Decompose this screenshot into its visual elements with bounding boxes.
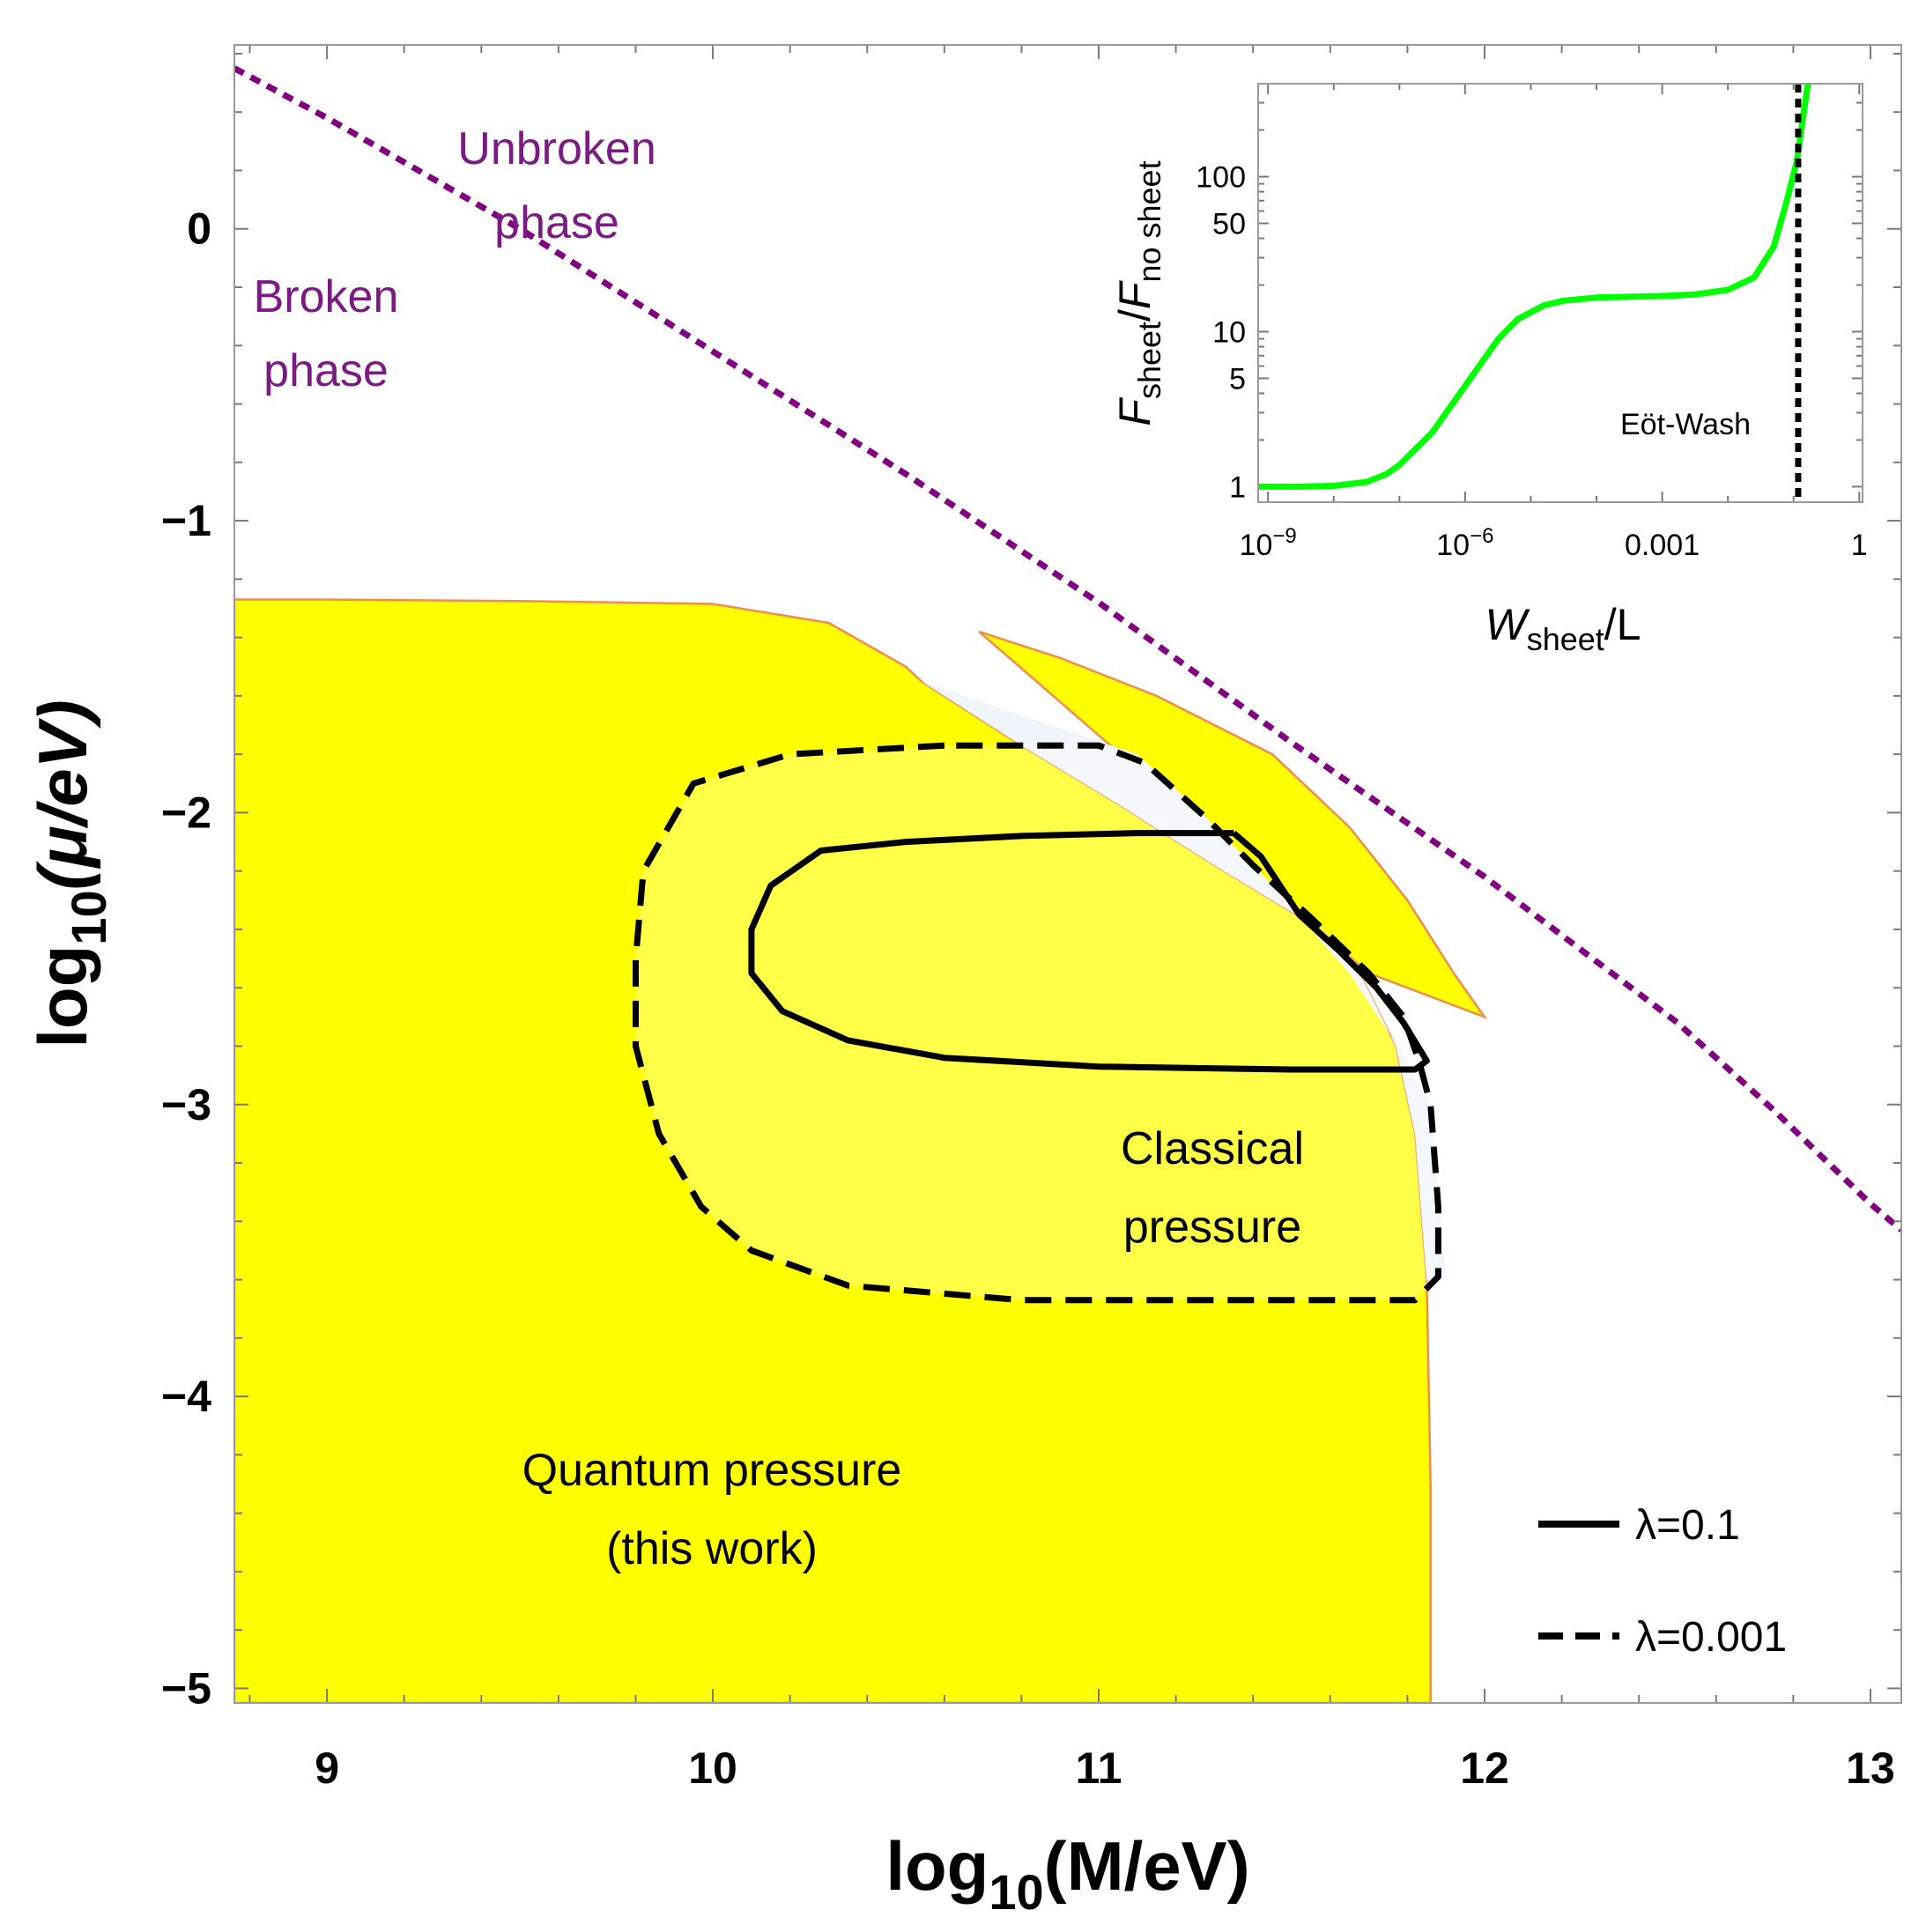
annotation-quantum-line1: Quantum pressure — [522, 1445, 902, 1496]
main-regions — [234, 598, 1488, 1703]
y-tick-label: −2 — [161, 788, 211, 837]
inset-y-label-slash: / — [1110, 309, 1159, 322]
inset-background — [1258, 84, 1863, 502]
inset-y-label-sub1: sheet — [1131, 322, 1167, 399]
y-axis-label: log10(μ/eV) — [24, 700, 116, 1047]
inset-x-tick-label: 0.001 — [1625, 529, 1700, 562]
inset-y-label-sub2: no sheet — [1131, 160, 1167, 282]
legend-label-lambda-0.1: λ=0.1 — [1635, 1502, 1740, 1549]
annotation-broken-line1: Broken — [254, 271, 399, 322]
inset-y-label-f2: F — [1110, 280, 1159, 309]
y-axis-label-sub: 10 — [61, 890, 116, 944]
y-tick-label: 0 — [187, 204, 211, 254]
x-tick-label: 10 — [688, 1743, 737, 1793]
y-tick-label: −5 — [161, 1663, 211, 1713]
annotation-classical-line2: pressure — [1123, 1202, 1301, 1253]
y-axis-label-post: (μ/eV) — [24, 700, 101, 890]
inset-series — [1258, 84, 1811, 502]
inset-y-label: Fsheet/Fno sheet — [1110, 160, 1167, 426]
annotation-unbroken-line1: Unbroken — [457, 123, 656, 174]
region-1 — [979, 632, 1485, 1018]
inset-x-tick-label: 10−9 — [1240, 524, 1297, 562]
series-phase-boundary — [234, 65, 1901, 1232]
annotation-broken-line2: phase — [263, 345, 389, 396]
x-axis-label: log10(M/eV) — [885, 1827, 1249, 1920]
inset-x-label-post: /L — [1604, 600, 1641, 649]
annotation-quantum-line2: (this work) — [606, 1523, 818, 1574]
x-axis-label-post: (M/eV) — [1044, 1827, 1250, 1905]
inset-y-label-f1: F — [1110, 397, 1159, 426]
annotation-unbroken-line2: phase — [494, 197, 619, 248]
series--0-1 — [748, 830, 1430, 1073]
inset-annotation-eot-wash: Eöt-Wash — [1620, 408, 1751, 441]
x-axis-label-sub: 10 — [989, 1864, 1043, 1920]
inset-series-curve — [1258, 84, 1811, 490]
inset-x-label: Wsheet/L — [1485, 600, 1641, 657]
legend-label-lambda-0.001: λ=0.001 — [1635, 1614, 1787, 1661]
inset-frame — [1257, 83, 1863, 503]
inset-y-tick-label: 50 — [1212, 208, 1246, 241]
inset-y-tick-label: 1 — [1229, 470, 1246, 504]
main-series — [234, 65, 1901, 1304]
y-tick-label: −3 — [161, 1080, 211, 1129]
x-axis-label-pre: log — [885, 1827, 989, 1905]
x-tick-label: 11 — [1076, 1743, 1122, 1793]
x-tick-label: 9 — [315, 1743, 339, 1793]
inset-axes: 10−9 10−6 0.001 1 1 5 10 50 100 — [1196, 84, 1868, 562]
inset-y-tick-label: 5 — [1229, 362, 1246, 396]
annotation-classical-line1: Classical — [1121, 1123, 1304, 1174]
inset-x-label-main: W — [1485, 600, 1531, 649]
main-frame — [233, 44, 1902, 1704]
inset-y-tick-label: 10 — [1212, 315, 1246, 349]
y-tick-label: −1 — [161, 496, 211, 545]
x-tick-label: 13 — [1846, 1743, 1895, 1793]
region-0 — [234, 599, 1431, 1703]
dashed-contour-fill — [635, 745, 1439, 1300]
series--0-001 — [633, 742, 1441, 1304]
legend: λ=0.1 λ=0.001 — [1538, 1502, 1787, 1661]
main-axes: 9 10 11 12 130−1−2−3−4−5 — [161, 45, 1901, 1793]
inset-x-label-sub: sheet — [1527, 621, 1604, 657]
region-annotations: Unbroken phase Broken phase Classical pr… — [254, 123, 1304, 1574]
inset-y-tick-label: 100 — [1196, 161, 1246, 195]
x-tick-label: 12 — [1460, 1743, 1509, 1793]
inset-x-tick-label: 10−6 — [1436, 524, 1493, 562]
inset-x-tick-label: 1 — [1851, 529, 1868, 562]
y-tick-label: −4 — [161, 1372, 211, 1421]
y-axis-label-pre: log — [24, 945, 101, 1048]
